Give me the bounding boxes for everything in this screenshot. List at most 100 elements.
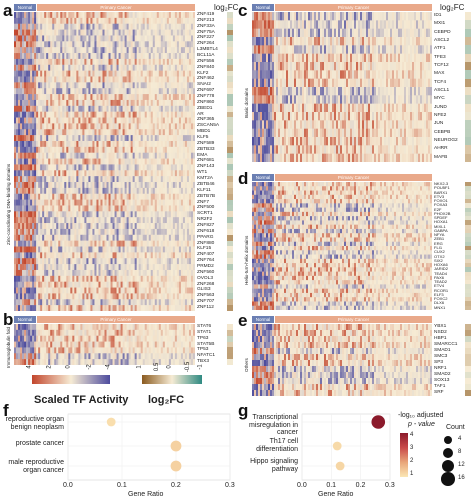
gene-list-b: STAT6 STAT1 TP63 STAT5B TP53 NFATC1 TBX3 xyxy=(197,324,215,365)
gene-label: KLF5 xyxy=(197,135,209,141)
gene-label: ZNF419 xyxy=(197,12,215,17)
gene-label: ID1 xyxy=(434,13,442,18)
fc-cell xyxy=(227,152,233,159)
dot-1 xyxy=(332,441,342,451)
fc-cell xyxy=(465,263,471,268)
dot-1 xyxy=(170,440,182,452)
side-label-c: Basic domains xyxy=(244,88,249,118)
fc-cell xyxy=(465,348,471,354)
side-label-e: Others xyxy=(244,358,249,372)
fc-cell xyxy=(227,287,233,294)
gene-label: ZNF365 xyxy=(197,117,215,123)
gene-label: ZNF112 xyxy=(197,304,214,310)
padj-tick: 3 xyxy=(410,445,414,451)
count-dot xyxy=(443,435,453,445)
dot-2 xyxy=(170,460,182,472)
heatmap-d xyxy=(252,182,432,310)
legend-tick: 0 xyxy=(65,365,72,369)
legend-tick: 0.5 xyxy=(154,362,161,372)
fc-cell xyxy=(465,372,471,378)
fc-cell xyxy=(465,190,471,195)
fc-bar-b xyxy=(227,324,233,365)
fc-cell xyxy=(227,217,233,223)
gene-label: AHRR xyxy=(434,146,448,152)
gene-label: SOX13 xyxy=(434,378,450,383)
fc-cell xyxy=(465,267,471,272)
gene-label: SRF xyxy=(434,390,444,395)
gene-label: SCRT1 xyxy=(197,211,213,217)
fc-cell xyxy=(227,293,233,300)
gene-list-c: ID1 MXI1 CEBPD ASCL2 ATF1 TFE3 TCF12 MAX TCF4 ASC… xyxy=(434,12,458,162)
gene-label: SP3 xyxy=(434,360,444,365)
fc-cell xyxy=(465,182,471,187)
panel-label-g: g xyxy=(238,401,249,420)
legend-tick: -0.5 xyxy=(185,361,192,373)
fc-cell xyxy=(227,347,233,354)
count-dot xyxy=(441,472,455,486)
fc-cell xyxy=(227,176,233,182)
gene-label: GABPA xyxy=(434,227,448,233)
fc-cell xyxy=(227,246,233,253)
fc-cell xyxy=(227,329,233,336)
gene-label: MIXL1 xyxy=(434,223,446,229)
legend-tick: 0 xyxy=(166,365,173,369)
dotplot-g xyxy=(301,413,391,481)
fc-cell xyxy=(465,136,471,146)
x-tick: 0.3 xyxy=(385,482,395,489)
fc-cell xyxy=(227,211,233,218)
gene-label: YBX1 xyxy=(434,324,447,329)
fc-cell xyxy=(465,297,471,302)
scaled-activity-title: Scaled TF Activity xyxy=(34,394,129,406)
x-tick: 0.3 xyxy=(225,482,235,489)
fc-cell xyxy=(465,336,471,342)
fc-cell xyxy=(227,252,233,259)
dot-2 xyxy=(335,461,345,471)
padj-title-1: -log₁₀ adjusted xyxy=(398,412,444,419)
header-cancer-a: Primary Cancer xyxy=(37,4,195,11)
gene-label: KLF15 xyxy=(197,246,212,252)
fc-cell xyxy=(465,228,471,234)
fc-cell xyxy=(227,105,233,112)
gene-list-d: NKX2-3 POU5F1 BARX1 ETV3 FOXO1 FOXA3 E2F PHOX2B… xyxy=(434,181,450,310)
gene-label: PAX6 xyxy=(434,274,445,280)
fc-cell xyxy=(465,384,471,390)
fc-cell xyxy=(227,199,233,206)
fc-cell xyxy=(227,258,233,264)
fc-cell xyxy=(227,269,233,276)
gene-label: NFYA xyxy=(434,232,445,238)
fc-cell xyxy=(227,359,233,365)
gene-label: MAFB xyxy=(434,154,448,160)
fc-cell xyxy=(465,390,471,396)
gene-label: ZEB1 xyxy=(434,236,445,242)
panel-label-e: e xyxy=(238,311,248,330)
gene-label: NSD2 xyxy=(434,330,447,335)
gene-label: TEAD2 xyxy=(434,279,448,285)
gene-label: ZNF697 xyxy=(197,88,215,94)
fc-cell xyxy=(227,281,233,288)
fc-cell xyxy=(227,47,233,54)
gene-label: ZNF407 xyxy=(197,252,215,258)
gene-label: RCOR1 xyxy=(434,287,449,293)
gene-label: STAT1 xyxy=(197,329,212,335)
fc-cell xyxy=(227,117,233,124)
gene-label: FOXO1 xyxy=(434,198,448,204)
fc-cell xyxy=(465,78,471,87)
fc-cell xyxy=(227,205,233,212)
fc-cell xyxy=(227,181,233,188)
gene-label: OVOL3 xyxy=(197,275,213,281)
fc-cell xyxy=(465,330,471,336)
gene-label: ZNF33A xyxy=(197,23,215,29)
x-tick: 0.0 xyxy=(297,482,307,489)
fc-cell xyxy=(465,237,471,242)
fc-bar-c xyxy=(465,12,471,162)
gene-label: SIX2 xyxy=(434,257,443,263)
gene-label: TEAD4 xyxy=(434,270,448,276)
fc-cell xyxy=(465,211,471,217)
fc-cell xyxy=(227,324,233,330)
gene-label: ASCL1 xyxy=(434,87,450,93)
fc-bar-d xyxy=(465,182,471,310)
gene-label: ZNF560 xyxy=(197,269,215,275)
fc-cell xyxy=(227,12,233,18)
fc-cell xyxy=(227,341,233,348)
legend-tick: 1 xyxy=(136,365,143,369)
